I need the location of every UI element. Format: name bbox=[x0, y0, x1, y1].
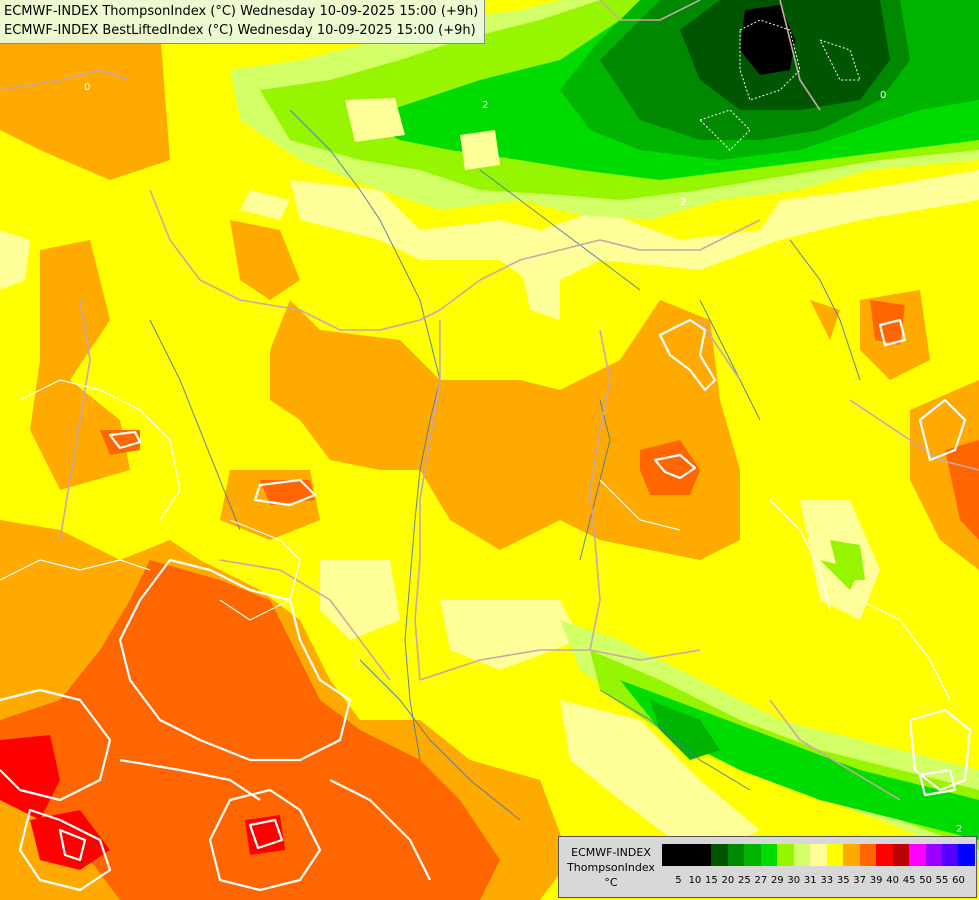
legend-swatch bbox=[925, 844, 942, 866]
legend-tick-label: 25 bbox=[737, 875, 751, 886]
field-red bbox=[0, 735, 285, 870]
legend-swatch bbox=[810, 844, 827, 866]
legend-title-unit: °C bbox=[604, 876, 618, 889]
contour-label: 2 bbox=[680, 197, 686, 208]
legend-swatch bbox=[744, 844, 761, 866]
contour-label: 2 bbox=[956, 824, 962, 835]
legend-tick-label: 35 bbox=[836, 875, 850, 886]
legend-tick-label: 10 bbox=[688, 875, 702, 886]
map-header: ECMWF-INDEX ThompsonIndex (°C) Wednesday… bbox=[0, 0, 486, 44]
legend-swatch bbox=[892, 844, 910, 866]
color-legend: ECMWF-INDEX ThompsonIndex °C 5 10 15 20 25 27… bbox=[558, 836, 977, 898]
legend-swatches bbox=[662, 844, 975, 866]
legend-swatch bbox=[876, 844, 893, 866]
legend-swatch bbox=[958, 844, 975, 866]
legend-tick-label: 29 bbox=[770, 875, 784, 886]
legend-swatch bbox=[678, 844, 695, 866]
legend-tick-label: 45 bbox=[902, 875, 916, 886]
legend-tick-label: 60 bbox=[952, 875, 965, 886]
legend-tick-label: 37 bbox=[853, 875, 867, 886]
legend-tick-label: 5 bbox=[675, 875, 682, 886]
field-green-south bbox=[560, 540, 979, 860]
legend-title-parameter: ThompsonIndex bbox=[567, 861, 655, 874]
legend-tick-label: 30 bbox=[787, 875, 801, 886]
legend-tick-label: 33 bbox=[820, 875, 834, 886]
legend-title-model: ECMWF-INDEX bbox=[571, 846, 651, 859]
lifted-index-contours bbox=[0, 19, 972, 892]
legend-swatch bbox=[760, 844, 778, 866]
legend-swatch bbox=[694, 844, 712, 866]
country-borders bbox=[0, 0, 979, 801]
legend-swatch bbox=[727, 844, 745, 866]
legend-swatch bbox=[941, 844, 959, 866]
legend-swatch bbox=[793, 844, 811, 866]
legend-tick-label: 20 bbox=[721, 875, 735, 886]
field-green-north bbox=[230, 0, 979, 220]
legend-swatch bbox=[826, 844, 844, 866]
legend-tick-label: 15 bbox=[705, 875, 718, 886]
legend-swatch bbox=[662, 844, 679, 866]
legend-swatch bbox=[777, 844, 794, 866]
legend-tick-label: 55 bbox=[935, 875, 949, 886]
legend-title: ECMWF-INDEX ThompsonIndex °C bbox=[561, 845, 661, 890]
contour-label: 0 bbox=[84, 82, 90, 93]
header-title-lifted: ECMWF-INDEX BestLiftedIndex (°C) Wednesd… bbox=[4, 23, 476, 38]
contour-label: 2 bbox=[482, 100, 488, 111]
legend-tick-label: 27 bbox=[754, 875, 768, 886]
legend-tick-label: 39 bbox=[869, 875, 883, 886]
legend-tick-label: 31 bbox=[803, 875, 817, 886]
legend-swatch bbox=[843, 844, 860, 866]
legend-swatch bbox=[909, 844, 926, 866]
header-title-thompson: ECMWF-INDEX ThompsonIndex (°C) Wednesday… bbox=[4, 4, 479, 19]
contour-labels: 2 2 2 0 0 bbox=[84, 82, 962, 835]
legend-swatch bbox=[859, 844, 877, 866]
legend-ticks: 5 10 15 20 25 27 29 30 31 33 35 37 39 40 45 50 55 60 bbox=[662, 875, 975, 889]
contour-label: 0 bbox=[880, 90, 886, 101]
legend-tick-label: 40 bbox=[886, 875, 899, 886]
legend-swatch bbox=[711, 844, 728, 866]
legend-tick-label: 50 bbox=[919, 875, 932, 886]
